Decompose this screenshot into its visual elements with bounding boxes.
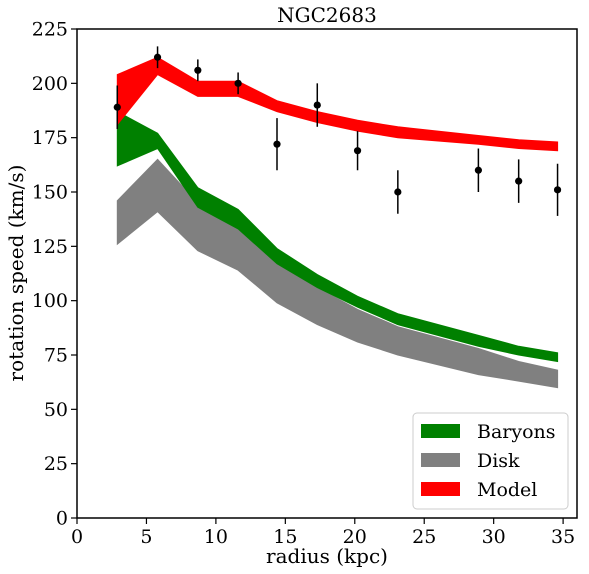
data-point <box>153 53 162 61</box>
data-point <box>313 101 321 109</box>
data-point <box>113 103 121 111</box>
legend: Baryons Disk Model <box>412 412 569 510</box>
y-tick-label: 125 <box>32 236 68 258</box>
legend-label-disk: Disk <box>477 450 520 472</box>
band-disk <box>116 158 559 389</box>
y-tick-label: 50 <box>44 399 68 421</box>
y-tick-label: 225 <box>32 19 68 41</box>
axes: 0 5 10 15 20 25 30 35 0 25 50 75 100 125 150 175 200 225 <box>32 19 578 548</box>
data-point <box>273 140 281 148</box>
y-tick-label: 100 <box>32 290 68 312</box>
x-tick-label: 15 <box>273 526 297 548</box>
x-tick-label: 30 <box>482 526 506 548</box>
legend-swatch-baryons <box>421 424 460 438</box>
band-model <box>116 56 559 152</box>
x-tick-label: 35 <box>551 526 575 548</box>
legend-label-baryons: Baryons <box>477 421 556 443</box>
x-tick-label: 5 <box>140 526 152 548</box>
observation-layer <box>113 46 562 216</box>
y-tick-label: 150 <box>32 182 68 204</box>
y-tick-label: 25 <box>44 453 68 475</box>
data-point <box>394 188 402 196</box>
data-point <box>474 166 482 174</box>
x-tick-label: 25 <box>412 526 436 548</box>
x-axis-label: radius (kpc) <box>266 544 388 568</box>
y-tick-label: 75 <box>44 345 68 367</box>
y-axis-label: rotation speed (km/s) <box>4 165 28 382</box>
data-point <box>353 147 362 155</box>
data-point <box>515 177 523 185</box>
y-tick-label: 0 <box>56 508 68 530</box>
chart-title: NGC2683 <box>277 3 377 27</box>
x-tick-label: 20 <box>343 526 367 548</box>
data-point <box>553 186 562 194</box>
y-tick-label: 175 <box>32 127 68 149</box>
band-layer <box>116 56 559 389</box>
legend-swatch-disk <box>421 453 460 467</box>
data-point <box>194 66 202 74</box>
band-baryons <box>116 110 559 363</box>
legend-swatch-model <box>421 482 460 496</box>
x-tick-label: 10 <box>204 526 228 548</box>
legend-label-model: Model <box>477 479 537 501</box>
y-tick-label: 200 <box>32 73 68 95</box>
x-tick-label: 0 <box>71 526 83 548</box>
data-point <box>234 79 242 87</box>
plot-frame <box>76 28 578 519</box>
